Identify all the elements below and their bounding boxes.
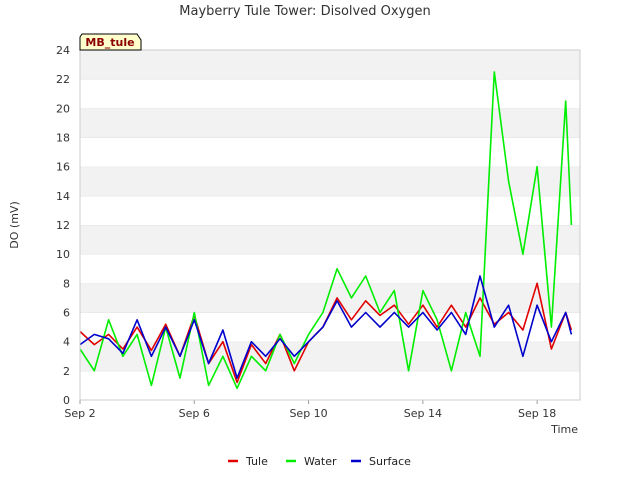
grid-band — [80, 312, 580, 342]
grid-band — [80, 225, 580, 255]
y-tick-label: 0 — [63, 394, 70, 407]
grid-band — [80, 341, 580, 371]
x-axis-ticks: Sep 2 Sep 6 Sep 10 Sep 14 Sep 18 — [64, 400, 556, 420]
y-tick-label: 24 — [56, 44, 70, 57]
chart-title: Mayberry Tule Tower: Disolved Oxygen — [179, 4, 430, 19]
grid-band — [80, 50, 580, 80]
x-tick-label: Sep 6 — [179, 407, 210, 420]
grid-band — [80, 283, 580, 313]
grid-band — [80, 137, 580, 167]
y-tick-label: 16 — [56, 161, 70, 174]
legend-label-surface: Surface — [369, 455, 411, 468]
y-tick-label: 10 — [56, 248, 70, 261]
y-axis-label: DO (mV) — [8, 201, 21, 248]
legend-label-tule: Tule — [245, 455, 268, 468]
grid-band — [80, 370, 580, 400]
series-line-water — [79, 71, 573, 390]
grid-band — [80, 254, 580, 284]
legend-label-water: Water — [304, 455, 337, 468]
y-tick-label: 14 — [56, 190, 70, 203]
x-tick-label: Sep 18 — [518, 407, 556, 420]
y-tick-label: 6 — [63, 307, 70, 320]
x-tick-label: Sep 14 — [404, 407, 442, 420]
grid-band — [80, 195, 580, 225]
x-axis-label: Time — [550, 423, 578, 436]
grid-band — [80, 79, 580, 109]
y-tick-label: 8 — [63, 277, 70, 290]
y-tick-label: 2 — [63, 365, 70, 378]
y-tick-label: 18 — [56, 132, 70, 145]
data-series — [79, 71, 573, 390]
grid-band — [80, 108, 580, 138]
y-tick-label: 22 — [56, 73, 70, 86]
y-tick-label: 20 — [56, 102, 70, 115]
grid-band — [80, 166, 580, 196]
legend: Tule Water Surface — [228, 455, 411, 468]
station-tag-label: MB_tule — [85, 36, 134, 49]
background-bands — [80, 49, 580, 400]
station-tag-box — [79, 33, 142, 51]
y-tick-label: 4 — [63, 336, 70, 349]
station-tag: MB_tule — [79, 33, 142, 51]
x-tick-label: Sep 2 — [64, 407, 95, 420]
y-tick-label: 12 — [56, 219, 70, 232]
series-line-surface — [79, 275, 573, 379]
plot-frame — [79, 49, 581, 401]
x-tick-label: Sep 10 — [289, 407, 327, 420]
